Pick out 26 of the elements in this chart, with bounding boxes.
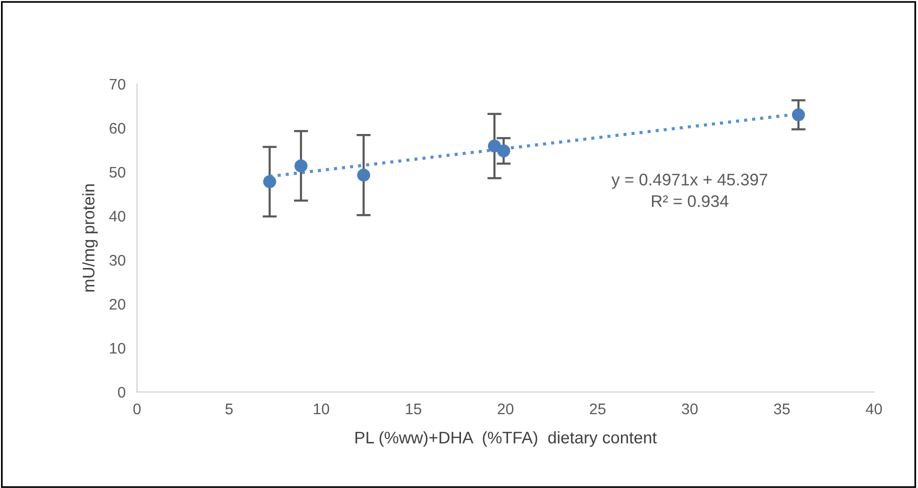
y-tick-label: 50: [110, 166, 126, 178]
x-axis-title: PL (%ww)+DHA (%TFA) dietary content: [356, 431, 657, 447]
x-tick-label: 5: [225, 404, 233, 414]
x-tick-label: 0: [133, 404, 141, 414]
point: [263, 175, 276, 188]
y-tick-label: 10: [110, 342, 126, 354]
x-tick-label: 35: [774, 404, 790, 414]
x-tick-label: 25: [590, 404, 606, 414]
y-tick-label: 0: [118, 386, 126, 398]
x-tick-label: 30: [682, 404, 698, 414]
y-tick-label: 70: [110, 78, 126, 90]
y-tick-label: 30: [109, 254, 126, 266]
x-tick-label: 15: [406, 404, 422, 414]
x-tick-label: 10: [314, 404, 330, 414]
point: [294, 159, 308, 172]
y-tick-label: 20: [110, 298, 126, 310]
point: [792, 108, 805, 122]
point: [497, 144, 510, 158]
x-tick-label: 20: [498, 404, 514, 414]
point: [488, 140, 501, 153]
point: [357, 168, 370, 182]
y-axis-title: mU/mg protein: [82, 184, 98, 292]
y-tick-label: 40: [109, 210, 126, 222]
y-tick-label: 60: [110, 122, 126, 134]
annotation: y = 0.4971x + 45.397 R² = 0.934: [611, 174, 768, 208]
x-tick-label: 40: [866, 404, 882, 414]
